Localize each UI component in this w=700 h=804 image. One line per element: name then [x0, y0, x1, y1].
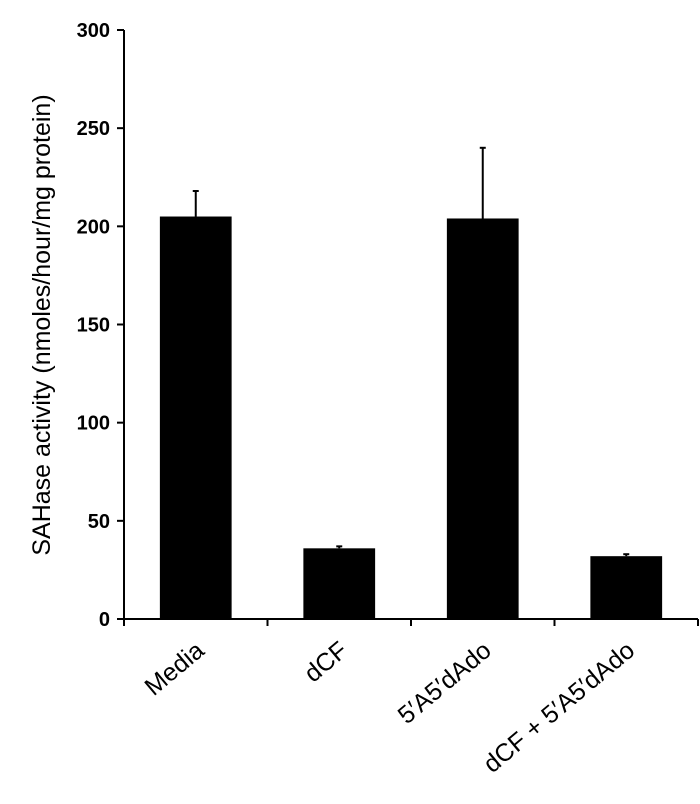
x-axis-ticks — [123, 619, 699, 626]
error-bars — [192, 146, 630, 557]
bar — [446, 218, 519, 620]
y-tick-label: 100 — [77, 413, 110, 435]
category-label: dCF — [299, 636, 353, 688]
bar — [303, 548, 376, 619]
category-label: 5′A5′dAdo — [393, 636, 497, 730]
y-tick-label: 150 — [77, 315, 110, 337]
y-axis-ticks: 0 50 100 150 200 250 300 — [77, 20, 124, 631]
y-axis-title: SAHase activity (nmoles/hour/mg protein) — [28, 94, 56, 555]
y-tick-label: 300 — [77, 20, 110, 42]
y-tick-label: 50 — [88, 511, 110, 533]
bar — [159, 216, 232, 619]
category-label: dCF + 5′A5′dAdo — [478, 636, 640, 778]
category-label: Media — [139, 636, 209, 701]
y-tick-label: 200 — [77, 216, 110, 238]
y-tick-label: 250 — [77, 118, 110, 140]
bars — [159, 216, 663, 620]
y-tick-label: 0 — [99, 609, 110, 631]
bar — [590, 556, 663, 619]
